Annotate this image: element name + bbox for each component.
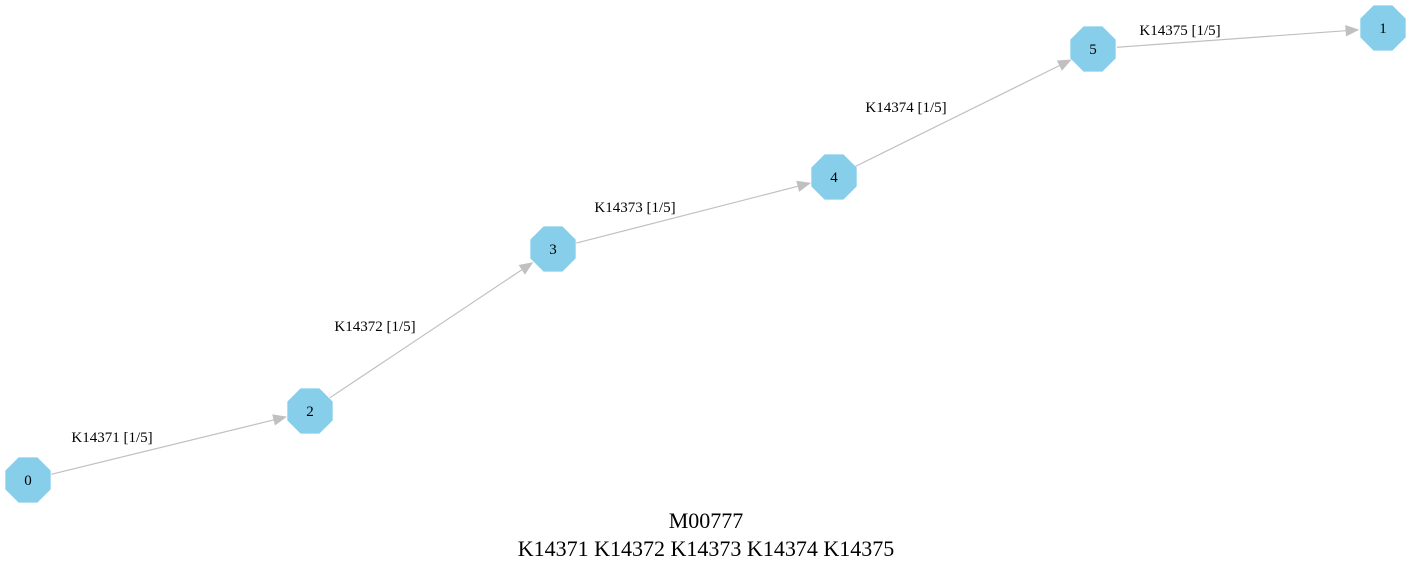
- edge-line: [855, 64, 1061, 167]
- node-4: 4: [811, 154, 857, 200]
- edge-label: K14371 [1/5]: [71, 430, 152, 446]
- caption-subtitle: K14371 K14372 K14373 K14374 K14375: [518, 536, 894, 561]
- arrowhead-icon: [1056, 59, 1072, 71]
- nodes-layer: 0 2 3 4 5 1: [5, 5, 1406, 503]
- node-label: 2: [306, 404, 314, 420]
- node-0: 0: [5, 457, 51, 503]
- octagon-icon: [811, 154, 857, 200]
- edge-label: K14373 [1/5]: [594, 200, 675, 216]
- edge-line: [329, 269, 523, 399]
- node-3: 3: [530, 226, 576, 272]
- arrowhead-icon: [796, 180, 812, 192]
- edges-layer: K14371 [1/5] K14372 [1/5] K14373 [1/5] K143…: [51, 23, 1360, 475]
- caption-title: M00777: [669, 508, 744, 533]
- edge-0-2: K14371 [1/5]: [51, 414, 287, 475]
- node-label: 4: [830, 170, 838, 186]
- edge-4-5: K14374 [1/5]: [855, 59, 1072, 167]
- edge-label: K14374 [1/5]: [865, 100, 946, 116]
- node-2: 2: [287, 388, 333, 434]
- arrowhead-icon: [518, 262, 534, 275]
- edge-3-4: K14373 [1/5]: [576, 180, 812, 244]
- node-label: 0: [24, 473, 32, 489]
- octagon-icon: [1360, 5, 1406, 51]
- node-label: 5: [1089, 42, 1097, 58]
- arrowhead-icon: [272, 414, 287, 426]
- node-label: 1: [1379, 21, 1387, 37]
- caption: M00777 K14371 K14372 K14373 K14374 K1437…: [518, 508, 894, 561]
- arrowhead-icon: [1345, 24, 1360, 37]
- node-1: 1: [1360, 5, 1406, 51]
- octagon-icon: [5, 457, 51, 503]
- edge-line: [51, 419, 275, 475]
- octagon-icon: [287, 388, 333, 434]
- octagon-icon: [1070, 26, 1116, 72]
- edge-5-1: K14375 [1/5]: [1116, 23, 1360, 48]
- node-label: 3: [549, 242, 557, 258]
- edge-line: [576, 185, 799, 244]
- octagon-icon: [530, 226, 576, 272]
- node-5: 5: [1070, 26, 1116, 72]
- edge-label: K14375 [1/5]: [1139, 23, 1220, 39]
- edge-2-3: K14372 [1/5]: [329, 262, 534, 399]
- edge-label: K14372 [1/5]: [334, 319, 415, 335]
- edge-line: [1116, 30, 1347, 48]
